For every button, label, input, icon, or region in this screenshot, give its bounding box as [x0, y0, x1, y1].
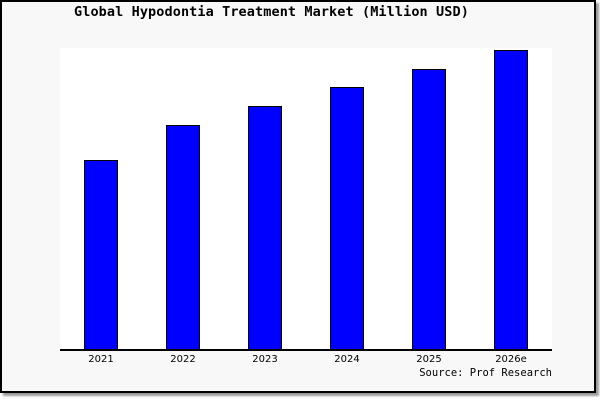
- source-credit: Source: Prof Research: [419, 367, 552, 379]
- bar-2025: [412, 69, 446, 349]
- bar-2022: [166, 124, 200, 349]
- bar-2023: [248, 105, 282, 349]
- bar-2026e: [494, 50, 528, 349]
- bar-2024: [330, 86, 364, 349]
- bars-container: [60, 48, 552, 349]
- chart-title: Global Hypodontia Treatment Market (Mill…: [74, 4, 469, 20]
- bar-2021: [84, 160, 118, 349]
- plot-area: [60, 48, 552, 351]
